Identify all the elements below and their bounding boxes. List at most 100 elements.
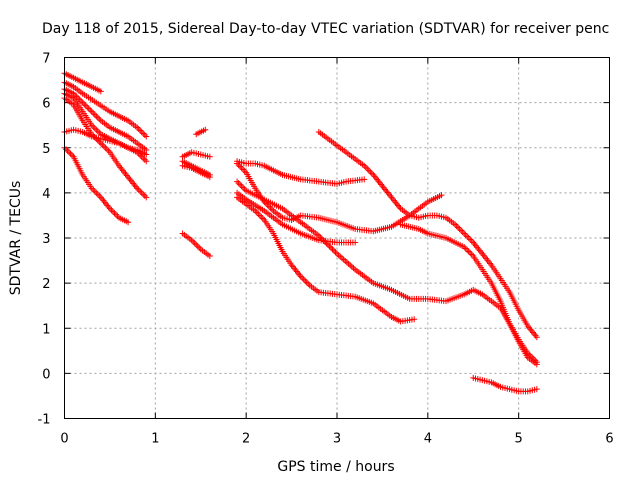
- data-point: [99, 141, 106, 148]
- data-point: [100, 143, 107, 150]
- data-point: [326, 243, 333, 250]
- data-series-8: [193, 126, 209, 138]
- data-series-7: [61, 144, 132, 226]
- data-point: [259, 215, 266, 222]
- data-series-3: [61, 86, 150, 154]
- y-tick-label: 4: [42, 187, 50, 202]
- data-point: [238, 183, 245, 190]
- data-point: [135, 186, 142, 193]
- data-point: [206, 153, 213, 160]
- y-tick-label: 6: [42, 97, 50, 112]
- data-point: [191, 240, 198, 247]
- data-point: [190, 238, 197, 245]
- data-point: [102, 144, 109, 151]
- data-point: [327, 244, 334, 251]
- data-point: [237, 181, 244, 188]
- data-point: [368, 170, 375, 177]
- data-point: [88, 108, 95, 115]
- data-point: [364, 165, 371, 172]
- data-point: [465, 248, 472, 255]
- data-point: [143, 133, 150, 140]
- chart-title: Day 118 of 2015, Sidereal Day-to-day VTE…: [42, 21, 609, 37]
- x-tick-label: 5: [515, 432, 523, 447]
- data-series-14: [315, 128, 540, 341]
- data-series-12: [179, 230, 213, 260]
- data-point: [455, 224, 462, 231]
- data-point: [456, 225, 463, 232]
- data-point: [81, 101, 88, 108]
- data-point: [140, 130, 147, 137]
- data-point: [109, 208, 116, 215]
- data-point: [125, 219, 132, 226]
- data-point: [141, 131, 148, 138]
- data-point: [329, 246, 336, 253]
- data-point: [533, 334, 540, 341]
- data-point: [453, 222, 460, 229]
- data-point: [234, 178, 241, 185]
- data-point: [93, 126, 100, 133]
- y-tick-label: 1: [42, 322, 50, 337]
- data-point: [352, 239, 359, 246]
- grid: [64, 57, 610, 419]
- data-point: [97, 88, 104, 95]
- data-point: [82, 102, 89, 109]
- data-series-6: [61, 126, 150, 158]
- data-series-20: [470, 374, 540, 395]
- data-point: [67, 150, 74, 157]
- data-point: [91, 188, 98, 195]
- data-point: [108, 207, 115, 214]
- data-point: [202, 126, 209, 133]
- data-point: [411, 316, 418, 323]
- data-point: [138, 128, 145, 135]
- data-point: [93, 189, 100, 196]
- data-point: [467, 250, 474, 257]
- data-point: [91, 111, 98, 118]
- data-point: [90, 123, 97, 130]
- plot-frame: [64, 57, 610, 419]
- data-point: [468, 251, 475, 258]
- x-tick-label: 2: [242, 432, 250, 447]
- data-point: [137, 188, 144, 195]
- data-series-11: [179, 158, 213, 178]
- data-point: [112, 211, 119, 218]
- data-point: [300, 276, 307, 283]
- data-point: [96, 192, 103, 199]
- x-tick-label: 1: [151, 432, 159, 447]
- y-axis-label: SDTVAR / TECUs: [8, 181, 24, 296]
- data-point: [96, 116, 103, 123]
- data-point: [94, 114, 101, 121]
- data-point: [459, 228, 466, 235]
- data-point: [330, 247, 337, 254]
- data-point: [240, 166, 247, 173]
- data-point: [255, 210, 262, 217]
- data-point: [111, 210, 118, 217]
- data-point: [137, 127, 144, 134]
- data-point: [467, 236, 474, 243]
- data-point: [438, 192, 445, 199]
- data-point: [93, 113, 100, 120]
- data-point: [235, 162, 242, 169]
- data-point: [302, 277, 309, 284]
- x-axis-label: GPS time / hours: [277, 459, 394, 475]
- data-point: [241, 168, 248, 175]
- data-point: [85, 105, 92, 112]
- tick-labels: 0 1 2 3 4 5 6 -1 0 1 2 3 4 5 6 7: [38, 52, 614, 447]
- data-point: [63, 146, 70, 153]
- data-point: [461, 230, 468, 237]
- data-point: [64, 147, 71, 154]
- data-point: [265, 203, 272, 210]
- y-tick-label: 0: [42, 367, 50, 382]
- data-point: [103, 146, 110, 153]
- data-series-19: [397, 221, 540, 368]
- data-point: [91, 125, 98, 132]
- data-point: [458, 227, 465, 234]
- data-point: [87, 107, 94, 114]
- x-tick-label: 0: [60, 432, 68, 447]
- data-point: [135, 125, 142, 132]
- data-points: [61, 70, 540, 395]
- data-series-9: [179, 149, 213, 160]
- data-point: [533, 386, 540, 393]
- data-point: [299, 274, 306, 281]
- y-tick-label: 7: [42, 52, 50, 67]
